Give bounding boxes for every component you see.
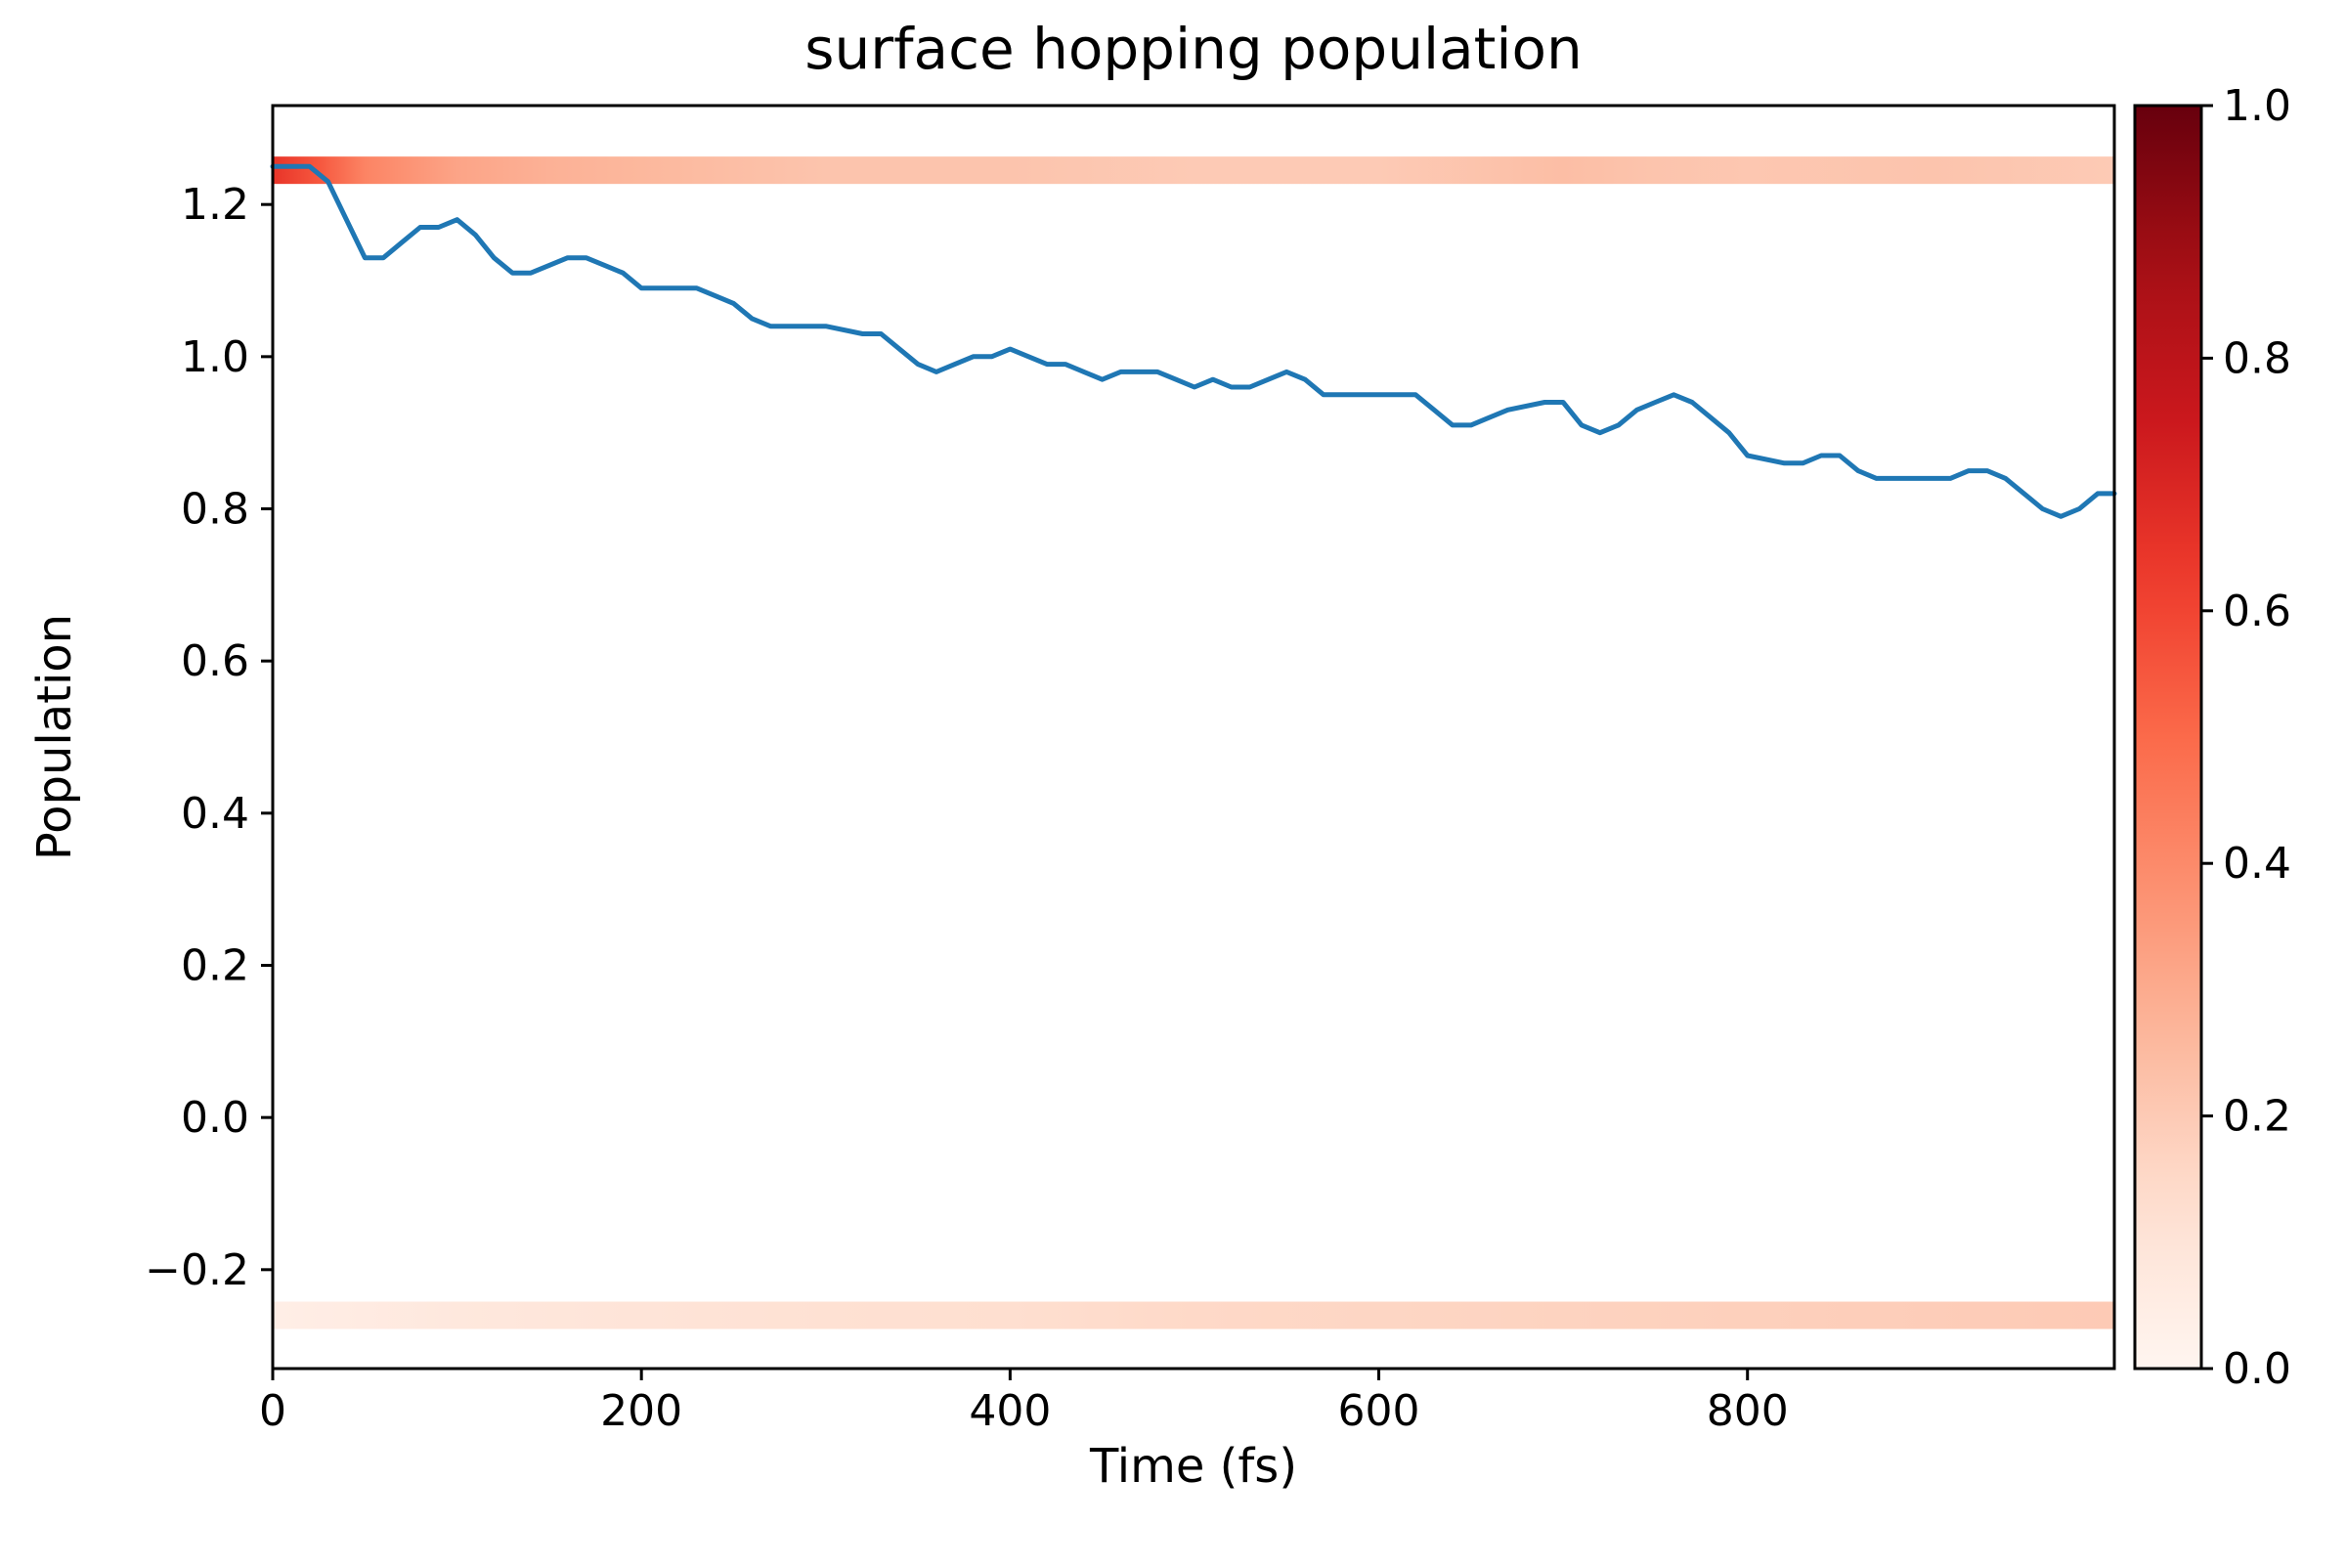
heat-band-1 (273, 1301, 2114, 1329)
x-axis: 0 200 400 600 800 (259, 1369, 1789, 1436)
colorbar-tick-label: 1.0 (2223, 81, 2291, 131)
colorbar: 0.0 0.2 0.4 0.6 0.8 1.0 (2133, 81, 2291, 1394)
x-axis-label: Time (fs) (1089, 1439, 1297, 1494)
heat-bands (273, 156, 2114, 1329)
heat-band-0 (273, 156, 2114, 185)
plot-area (270, 104, 2117, 1371)
series-line-0 (270, 163, 2117, 519)
colorbar-tick-label: 0.4 (2223, 839, 2291, 889)
x-tick-label: 400 (969, 1386, 1051, 1436)
y-tick-label: 0.2 (181, 940, 249, 990)
y-tick-label: 0.4 (181, 789, 249, 839)
x-tick-label: 800 (1707, 1386, 1789, 1436)
colorbar-tick-label: 0.2 (2223, 1092, 2291, 1142)
y-tick-label: 0.8 (181, 485, 249, 535)
y-tick-label: −0.2 (145, 1245, 249, 1295)
x-tick-label: 0 (259, 1386, 286, 1436)
y-axis-label: Population (27, 614, 82, 860)
colorbar-tick-label: 0.0 (2223, 1344, 2291, 1394)
colorbar-ticks: 0.0 0.2 0.4 0.6 0.8 1.0 (2201, 81, 2291, 1394)
series-layer (270, 163, 2117, 519)
y-axis: −0.2 0.0 0.2 0.4 0.6 0.8 1.0 1.2 (145, 180, 273, 1295)
y-tick-label: 0.0 (181, 1093, 249, 1143)
plot-frame (271, 104, 2116, 1371)
colorbar-gradient (2135, 106, 2201, 1369)
colorbar-frame (2133, 104, 2203, 1371)
colorbar-tick-label: 0.6 (2223, 587, 2291, 636)
chart-title: surface hopping population (804, 16, 1582, 82)
y-tick-label: 0.6 (181, 636, 249, 686)
y-tick-label: 1.0 (181, 332, 249, 382)
x-tick-label: 200 (600, 1386, 682, 1436)
x-tick-label: 600 (1338, 1386, 1420, 1436)
y-tick-label: 1.2 (181, 180, 249, 230)
colorbar-tick-label: 0.8 (2223, 333, 2291, 383)
